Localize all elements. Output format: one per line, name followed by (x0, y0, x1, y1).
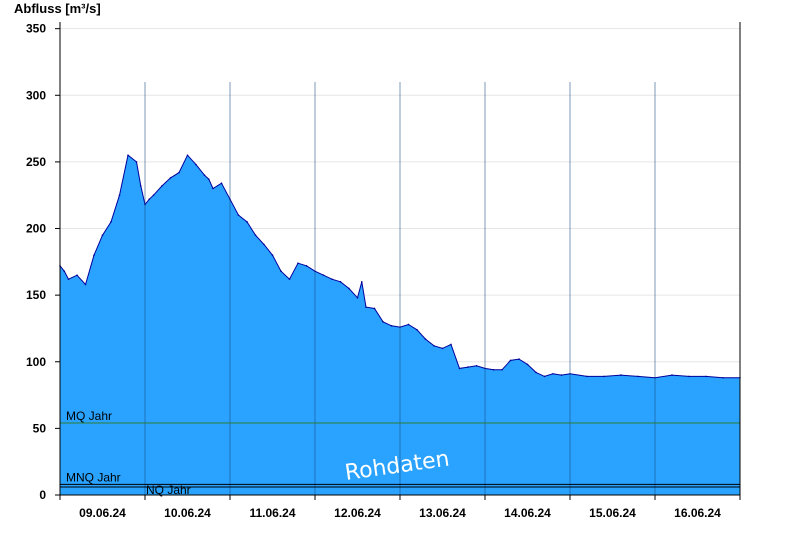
data-point (603, 375, 605, 378)
data-point (552, 372, 554, 375)
data-point (535, 371, 537, 374)
data-point (84, 283, 87, 286)
y-ticks: 0 50 100 150 200 250 300 350 (26, 22, 60, 502)
data-point (543, 375, 546, 378)
data-point (382, 320, 384, 323)
data-point (178, 171, 180, 174)
data-point (118, 194, 121, 197)
day-divider-lines (144, 82, 656, 495)
data-point (305, 265, 308, 267)
data-point (203, 174, 206, 177)
data-point (288, 278, 291, 280)
ref-label-mq-jahr: MQ Jahr (66, 409, 112, 423)
data-point (207, 178, 210, 181)
data-point (407, 323, 410, 326)
data-point (271, 254, 274, 256)
discharge-line (59, 154, 740, 379)
data-point (93, 254, 95, 256)
data-point (297, 262, 299, 264)
data-point (433, 344, 435, 347)
data-point (139, 185, 142, 187)
y-tick-label-100: 100 (26, 355, 46, 369)
x-tick-label-7: 16.06.24 (674, 506, 721, 520)
data-point (390, 324, 393, 327)
data-point (263, 243, 265, 246)
data-point (237, 214, 240, 216)
x-tick-label-4: 13.06.24 (419, 506, 466, 520)
data-point (424, 338, 427, 340)
y-tick-label-150: 150 (26, 288, 46, 302)
data-point (458, 367, 461, 370)
data-point (416, 328, 418, 331)
data-point (186, 154, 189, 157)
y-tick-label-250: 250 (26, 155, 46, 169)
data-point (356, 297, 359, 299)
data-point (620, 374, 622, 376)
data-point (169, 177, 172, 179)
data-point (348, 287, 350, 290)
data-point (722, 376, 724, 379)
data-point (467, 366, 469, 368)
data-point (148, 198, 151, 201)
y-tick-label-50: 50 (33, 421, 47, 435)
data-point (127, 154, 129, 157)
x-tick-label-3: 12.06.24 (334, 506, 381, 520)
y-tick-label-0: 0 (39, 488, 46, 502)
data-point (254, 234, 257, 236)
data-point (373, 307, 376, 310)
data-point (560, 374, 563, 376)
data-point (195, 163, 197, 166)
data-point (518, 358, 520, 360)
data-point (152, 194, 155, 197)
x-tick-label-2: 11.06.24 (249, 506, 295, 520)
reference-lines: MQ Jahr MNQ Jahr NQ Jahr (60, 409, 740, 497)
data-point (63, 270, 66, 272)
data-point (688, 375, 690, 378)
data-point (322, 274, 325, 276)
data-point (212, 187, 214, 190)
data-point (671, 374, 673, 376)
data-point (76, 274, 78, 276)
data-point (360, 281, 363, 283)
data-point (586, 375, 588, 378)
x-tick-label-0: 09.06.24 (79, 506, 126, 520)
data-point (280, 270, 282, 272)
x-tick-label-6: 15.06.24 (589, 506, 636, 520)
x-ticks: 09.06.24 10.06.24 11.06.24 12.06.24 13.06.24… (59, 495, 741, 520)
data-point (67, 278, 70, 280)
ref-label-nq-jahr: NQ Jahr (146, 483, 191, 497)
y-axis-label: Abfluss [m³/s] (14, 1, 101, 16)
data-point (339, 281, 342, 283)
x-tick-label-1: 10.06.24 (164, 506, 211, 520)
data-point (509, 359, 512, 362)
x-tick-label-5: 14.06.24 (504, 506, 551, 520)
data-point (501, 368, 503, 371)
data-point (246, 221, 248, 223)
ref-label-mnq-jahr: MNQ Jahr (66, 470, 121, 484)
data-point (705, 375, 707, 378)
data-point (331, 278, 333, 280)
y-tick-label-200: 200 (26, 222, 46, 236)
data-point (450, 343, 452, 346)
data-point (220, 182, 223, 185)
data-point (161, 185, 163, 187)
data-point (637, 375, 639, 378)
y-tick-label-350: 350 (26, 22, 46, 36)
data-point (110, 221, 112, 223)
y-tick-label-300: 300 (26, 88, 46, 102)
data-point (475, 364, 478, 367)
data-point (526, 363, 529, 366)
data-point (492, 368, 495, 371)
data-point (365, 306, 367, 308)
data-point (135, 161, 138, 163)
data-point (101, 234, 104, 236)
data-point (441, 347, 444, 350)
